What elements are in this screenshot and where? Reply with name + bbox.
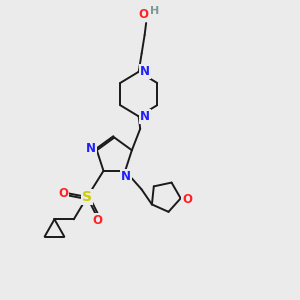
Text: N: N (86, 142, 96, 155)
Text: O: O (182, 193, 192, 206)
Text: O: O (138, 8, 148, 21)
Text: O: O (93, 214, 103, 227)
Text: N: N (140, 110, 150, 123)
Text: N: N (140, 65, 150, 78)
Text: S: S (82, 190, 92, 204)
Text: O: O (58, 187, 68, 200)
Text: N: N (121, 170, 131, 183)
Text: H: H (150, 6, 159, 16)
